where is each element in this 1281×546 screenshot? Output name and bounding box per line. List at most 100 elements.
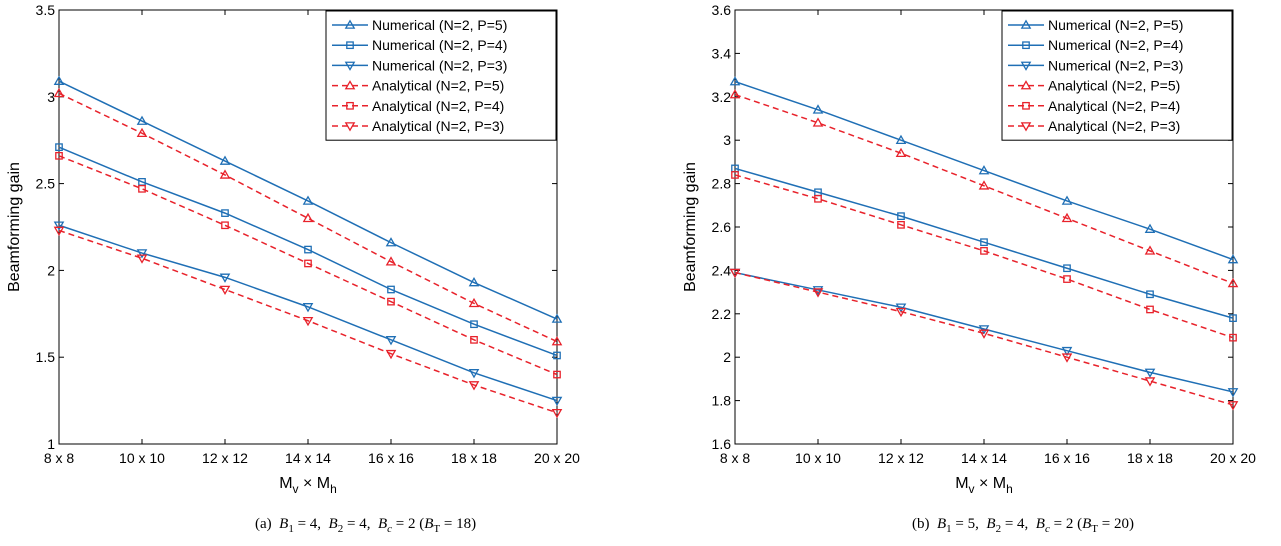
data-point [814, 194, 822, 203]
data-point [1061, 195, 1073, 205]
data-point [302, 212, 314, 223]
legend-entry: Numerical (N=2, P=5) [1048, 17, 1183, 33]
data-point [468, 297, 480, 308]
y-tick-label: 2.8 [712, 176, 732, 192]
data-point [1144, 245, 1156, 255]
x-tick-label: 14 x 14 [961, 450, 1007, 466]
data-point [470, 335, 478, 344]
data-point [551, 313, 563, 323]
data-point [387, 285, 395, 294]
series-line [734, 93, 1234, 285]
data-point [553, 370, 561, 379]
series-line [734, 80, 1234, 261]
data-point [221, 221, 229, 230]
data-point [1063, 264, 1071, 273]
series-5 [731, 171, 1237, 342]
data-point [1144, 223, 1156, 233]
caption-b-b1: 5 [967, 516, 976, 532]
data-point [729, 76, 741, 86]
data-point [55, 143, 63, 151]
caption-a: (a) B1 = 4, B2 = 4, Bc = 2 (BT = 18) [255, 516, 477, 535]
data-point [470, 320, 478, 329]
data-point [895, 303, 907, 313]
data-point [980, 238, 988, 247]
legend-entry: Analytical (N=2, P=4) [372, 98, 504, 114]
data-point [136, 115, 148, 125]
data-point [978, 329, 990, 339]
data-point [729, 89, 741, 99]
data-point [1227, 401, 1239, 411]
y-tick-label: 2 [47, 262, 55, 278]
data-point [1144, 368, 1156, 378]
x-tick-label: 18 x 18 [451, 450, 497, 466]
x-tick-label: 16 x 16 [1044, 450, 1090, 466]
caption-b-bt: 20 [1113, 516, 1129, 532]
legend-marker [346, 101, 354, 110]
data-point [468, 381, 480, 391]
series-line [58, 155, 558, 376]
y-tick-label: 1 [47, 436, 55, 452]
chart-panel-b: 1.6 1.8 2 2.2 2.4 2.6 2.8 3 3.2 3.4 3.6 8 x 8 10 x 1… [682, 2, 1256, 496]
y-tick-label: 1.8 [712, 393, 732, 409]
data-point [895, 307, 907, 318]
data-point [978, 325, 990, 335]
data-point [1229, 333, 1237, 342]
data-point [812, 117, 824, 127]
series-line [58, 224, 558, 402]
legend-marker [344, 122, 356, 132]
y-tick-label: 3 [47, 89, 55, 105]
data-point [221, 209, 229, 217]
legend-entry: Analytical (N=2, P=3) [372, 118, 504, 134]
data-point [219, 273, 231, 283]
legend-marker [1020, 80, 1032, 90]
legend-marker [1020, 19, 1032, 29]
data-point [1227, 254, 1239, 264]
data-point [1146, 290, 1154, 299]
data-point [978, 165, 990, 175]
data-point [980, 247, 988, 255]
series-4 [729, 89, 1239, 288]
caption-a-bc: 2 [407, 516, 416, 532]
x-tick-label: 12 x 12 [202, 450, 248, 466]
legend-marker [346, 41, 354, 50]
legend-box [1001, 10, 1233, 141]
legend-marker [1020, 61, 1032, 71]
legend-marker [1022, 101, 1030, 110]
chart-panel-a: 1 1.5 2 2.5 3 3.5 8 x 8 10 x 10 12 x 12 14 x 14 16… [6, 2, 580, 496]
series-6 [53, 226, 563, 419]
data-point [136, 127, 148, 138]
y-tick-label: 1.6 [712, 436, 732, 452]
data-point [219, 155, 231, 165]
caption-a-bt: 18 [456, 516, 472, 532]
y-tick-label: 3.4 [712, 45, 732, 61]
legend-entry: Numerical (N=2, P=4) [1048, 37, 1183, 53]
y-tick-label: 2.2 [712, 306, 732, 322]
data-point [53, 87, 65, 98]
x-tick-label: 18 x 18 [1127, 450, 1173, 466]
data-point [897, 212, 905, 220]
y-axis-label: Beamforming gain [682, 162, 699, 292]
legend-box [325, 10, 557, 141]
caption-b-bc: 2 [1065, 516, 1074, 532]
y-tick-label: 3.2 [712, 89, 732, 105]
data-point [551, 408, 563, 419]
x-tick-label: 8 x 8 [720, 450, 751, 466]
series-2 [55, 143, 561, 360]
data-point [53, 221, 65, 231]
y-tick-label: 2.4 [712, 262, 732, 278]
series-line [58, 80, 558, 320]
data-point [1229, 314, 1237, 322]
data-point [385, 349, 397, 360]
x-tick-label: 12 x 12 [878, 450, 924, 466]
data-point [385, 237, 397, 247]
y-tick-label: 1.5 [36, 349, 56, 365]
data-point [219, 285, 231, 296]
y-tick-label: 3 [723, 132, 731, 148]
series-line [734, 174, 1234, 339]
series-1 [53, 75, 563, 323]
data-point [895, 134, 907, 145]
y-tick-label: 2.5 [36, 176, 56, 192]
legend-entry: Numerical (N=2, P=3) [1048, 57, 1183, 73]
data-point [978, 180, 990, 190]
